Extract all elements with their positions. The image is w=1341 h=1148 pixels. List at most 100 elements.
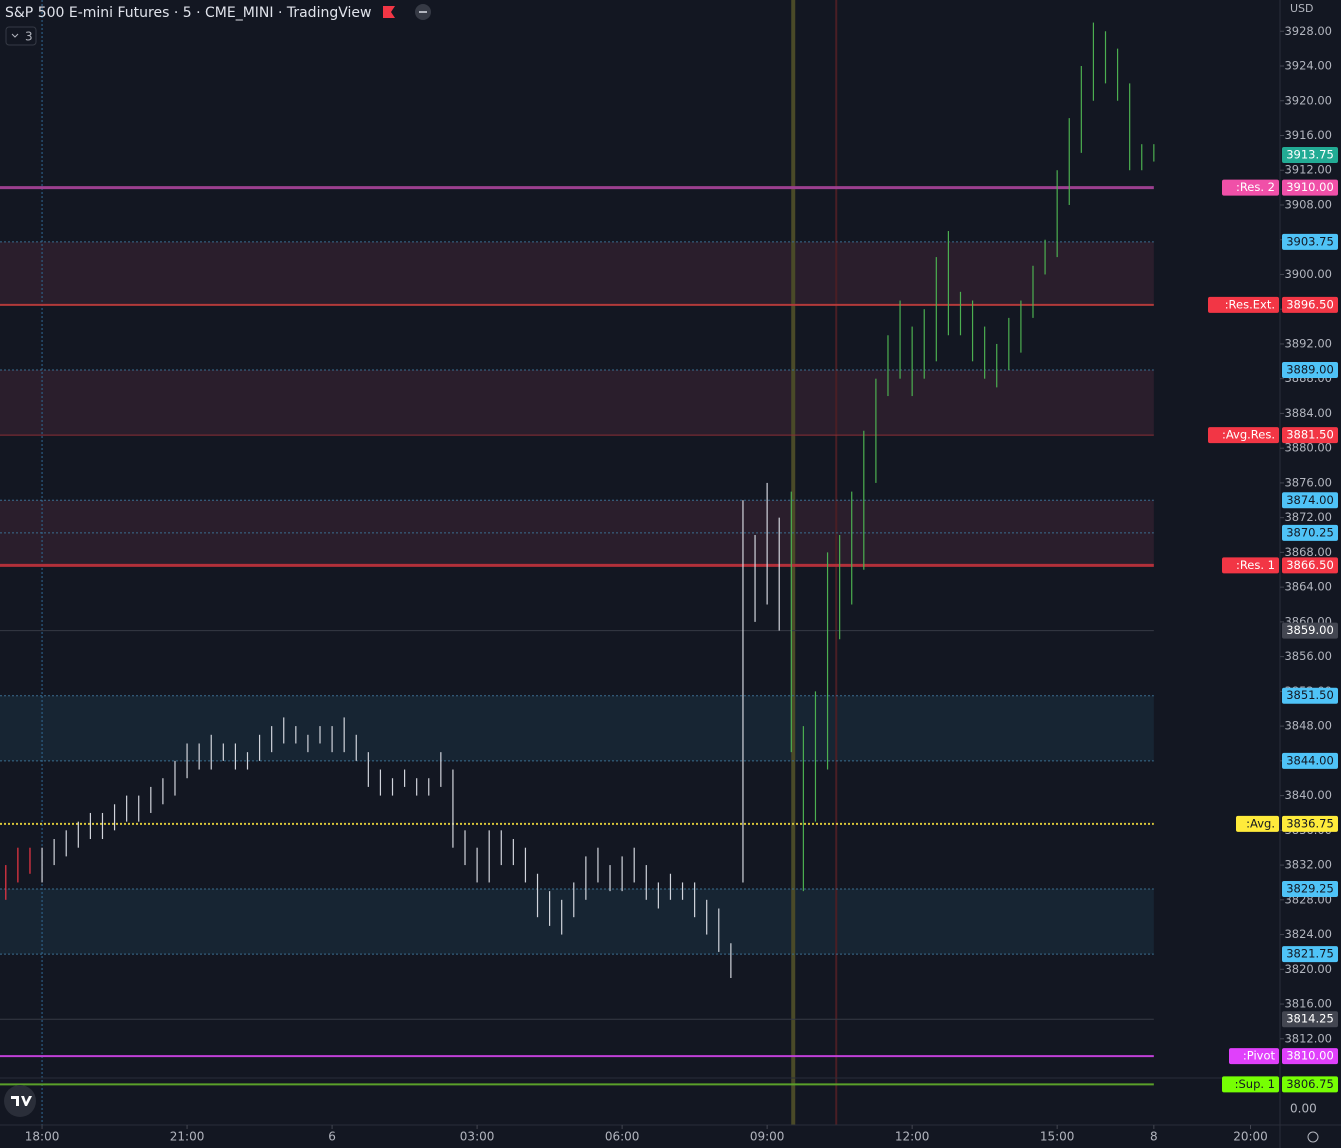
chart-title: S&P 500 E-mini Futures · 5 · CME_MINI · …: [5, 5, 371, 21]
price-label-box: [1282, 752, 1338, 769]
level-name-box: [1236, 815, 1279, 832]
indicator-count: 3: [25, 30, 33, 44]
x-tick-label: 12:00: [895, 1130, 930, 1144]
y-tick-label: 3908.00: [1284, 197, 1332, 211]
price-label-box: [1282, 1076, 1338, 1093]
price-label-box: [1282, 622, 1338, 639]
x-tick-label: 03:00: [460, 1130, 495, 1144]
y-tick-label: 3920.00: [1284, 93, 1332, 107]
price-label: 3844.00: [1286, 753, 1334, 767]
price-label: 3866.50: [1286, 558, 1334, 572]
price-label-box: [1282, 815, 1338, 832]
y-tick-label: 3876.00: [1284, 475, 1332, 489]
price-label: 3836.75: [1286, 816, 1334, 830]
price-label: 3874.00: [1286, 493, 1334, 507]
level-name-box: [1208, 296, 1279, 313]
level-name: :Res. 1: [1236, 558, 1275, 572]
y-tick-label: 3880.00: [1284, 441, 1332, 455]
x-tick-label: 6: [328, 1130, 336, 1144]
y-tick-label: 3892.00: [1284, 336, 1332, 350]
y-tick-label: 3856.00: [1284, 649, 1332, 663]
lower-pane-label: 0.00: [1290, 1102, 1317, 1116]
settings-icon[interactable]: [1307, 1131, 1319, 1143]
logo-glyph: [11, 1096, 32, 1106]
y-tick-label: 3824.00: [1284, 927, 1332, 941]
price-label-box: [1282, 179, 1338, 196]
price-label-box: [1282, 296, 1338, 313]
price-label-box: [1282, 880, 1338, 897]
indicators-toggle[interactable]: [5, 26, 37, 46]
price-label-box: [1282, 147, 1338, 164]
price-label-box: [1282, 492, 1338, 509]
level-name: :Sup. 1: [1235, 1077, 1275, 1091]
price-label: 3821.75: [1286, 947, 1334, 961]
y-tick-label: 3864.00: [1284, 580, 1332, 594]
price-label: 3829.25: [1286, 881, 1334, 895]
price-label: 3896.50: [1286, 297, 1334, 311]
y-tick-label: 3872.00: [1284, 510, 1332, 524]
price-label: 3806.75: [1286, 1077, 1334, 1091]
price-label-box: [1282, 1048, 1338, 1065]
level-name-box: [1208, 427, 1279, 444]
y-tick-label: 3868.00: [1284, 545, 1332, 559]
y-tick-label: 3832.00: [1284, 858, 1332, 872]
price-label: 3814.25: [1286, 1012, 1334, 1026]
currency-label[interactable]: USD: [1290, 2, 1314, 15]
collapse-icon: [419, 11, 427, 13]
level-name-box: [1222, 557, 1279, 574]
price-label-box: [1282, 946, 1338, 963]
zone: [0, 370, 1154, 436]
chevron-icon: [11, 33, 19, 38]
y-tick-label: 3924.00: [1284, 59, 1332, 73]
x-tick-label: 8: [1150, 1130, 1158, 1144]
y-tick-label: 3840.00: [1284, 788, 1332, 802]
x-tick-label: 06:00: [605, 1130, 640, 1144]
price-label: 3910.00: [1286, 180, 1334, 194]
tradingview-logo[interactable]: [4, 1085, 36, 1117]
level-name-box: [1222, 179, 1279, 196]
level-name: :Res.Ext.: [1225, 297, 1275, 311]
price-label-box: [1282, 687, 1338, 704]
y-tick-label: 3916.00: [1284, 128, 1332, 142]
level-name: :Avg.Res.: [1222, 428, 1275, 442]
level-name-box: [1229, 1048, 1279, 1065]
price-label: 3851.50: [1286, 688, 1334, 702]
price-label: 3870.25: [1286, 525, 1334, 539]
x-tick-label: 21:00: [170, 1130, 205, 1144]
price-label-box: [1282, 233, 1338, 250]
price-label: 3913.75: [1286, 148, 1334, 162]
y-tick-label: 3912.00: [1284, 163, 1332, 177]
price-label-box: [1282, 524, 1338, 541]
price-label: 3859.00: [1286, 623, 1334, 637]
x-tick-label: 18:00: [25, 1130, 60, 1144]
flag-icon[interactable]: [383, 6, 395, 18]
zone: [0, 888, 1154, 955]
y-tick-label: 3848.00: [1284, 719, 1332, 733]
price-label: 3810.00: [1286, 1049, 1334, 1063]
x-tick-label: 09:00: [750, 1130, 785, 1144]
x-tick-label: 15:00: [1040, 1130, 1075, 1144]
price-label: 3881.50: [1286, 428, 1334, 442]
price-label-box: [1282, 362, 1338, 379]
price-label-box: [1282, 557, 1338, 574]
zone: [0, 695, 1154, 761]
y-tick-label: 3928.00: [1284, 24, 1332, 38]
y-tick-label: 3884.00: [1284, 406, 1332, 420]
x-tick-label: 20:00: [1233, 1130, 1268, 1144]
price-label: 3903.75: [1286, 234, 1334, 248]
y-tick-label: 3812.00: [1284, 1031, 1332, 1045]
level-name: :Avg.: [1246, 816, 1275, 830]
level-name-box: [1222, 1076, 1279, 1093]
zone: [0, 241, 1154, 305]
y-tick-label: 3820.00: [1284, 962, 1332, 976]
y-tick-label: 3816.00: [1284, 997, 1332, 1011]
plot-area: [0, 0, 1155, 1125]
price-label-box: [1282, 1011, 1338, 1028]
level-name: :Res. 2: [1236, 180, 1275, 194]
price-label-box: [1282, 427, 1338, 444]
price-label: 3889.00: [1286, 363, 1334, 377]
level-name: :Pivot: [1243, 1049, 1276, 1063]
y-tick-label: 3900.00: [1284, 267, 1332, 281]
